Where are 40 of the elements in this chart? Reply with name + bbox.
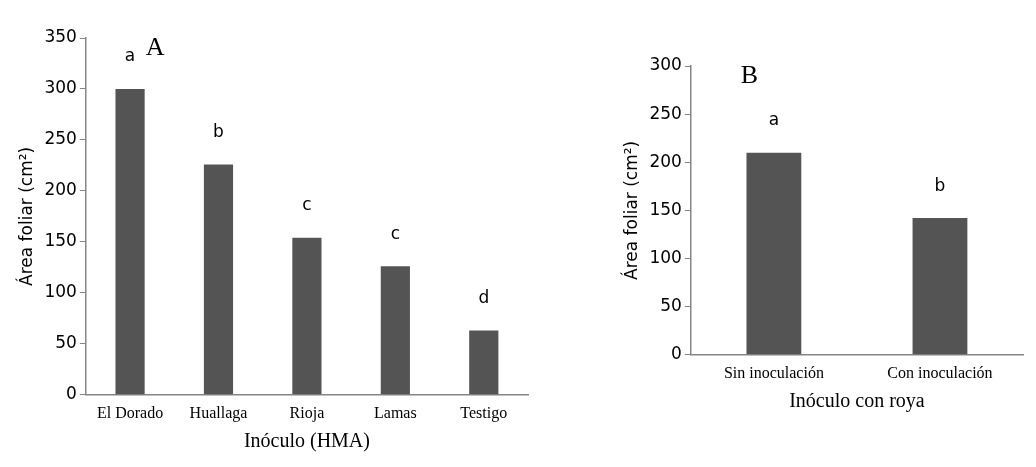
y-axis-title: Área foliar (cm²) — [14, 146, 36, 286]
data-label: b — [934, 174, 946, 195]
y-tick-label: 100 — [44, 281, 77, 302]
y-tick-label: 200 — [649, 150, 682, 171]
bar — [380, 266, 410, 395]
y-tick-label: 200 — [44, 179, 77, 200]
y-tick-label: 300 — [44, 77, 77, 98]
x-tick-label: Huallaga — [189, 403, 248, 422]
y-tick-label: 150 — [44, 230, 77, 251]
data-label: a — [768, 109, 780, 130]
y-tick-label: 0 — [671, 343, 682, 364]
data-label: a — [124, 45, 136, 66]
y-tick-label: 350 — [44, 26, 77, 47]
data-label: d — [478, 287, 490, 307]
data-label: c — [390, 222, 401, 243]
data-label: b — [213, 120, 224, 141]
y-tick-label: 0 — [66, 383, 77, 404]
y-tick-label: 150 — [649, 198, 682, 219]
y-tick-label: 50 — [660, 295, 682, 316]
x-axis-title: Inóculo con roya — [789, 389, 925, 413]
x-tick-label: Rioja — [289, 403, 325, 422]
data-label: c — [302, 194, 312, 215]
y-tick-label: 100 — [649, 246, 682, 267]
x-tick-label: El Dorado — [96, 403, 164, 421]
y-tick-label: 250 — [44, 128, 77, 149]
bar — [115, 88, 145, 395]
chart-title: A — [145, 31, 165, 61]
y-tick-label: 250 — [649, 102, 682, 123]
bar — [203, 164, 234, 395]
x-tick-label: Lamas — [374, 403, 417, 421]
y-tick-label: 300 — [649, 54, 682, 75]
x-axis-title: Inóculo (HMA) — [243, 429, 370, 453]
y-axis-title: Área foliar (cm²) — [619, 140, 641, 280]
y-tick-label: 50 — [55, 332, 77, 353]
chart-title: B — [740, 59, 759, 89]
x-tick-label: Sin inoculación — [723, 363, 824, 381]
x-tick-label: Testigo — [460, 403, 508, 422]
bar — [469, 330, 499, 395]
bar — [292, 237, 322, 395]
x-tick-label: Con inoculación — [887, 363, 993, 381]
